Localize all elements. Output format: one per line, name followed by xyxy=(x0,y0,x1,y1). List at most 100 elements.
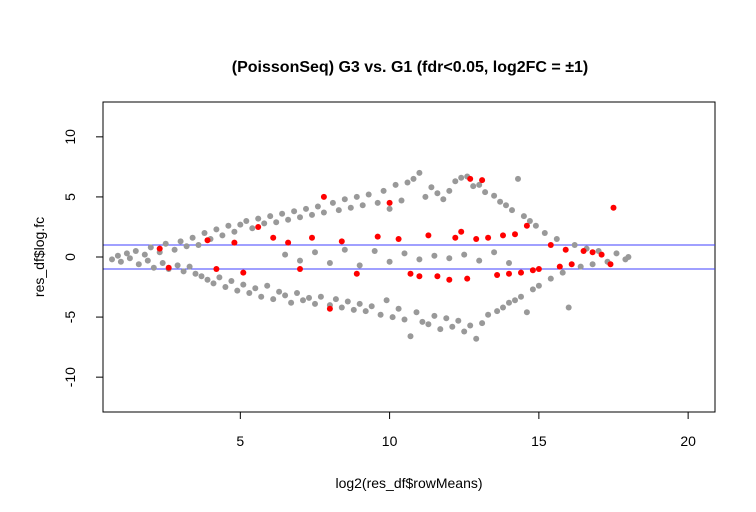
chart-title: (PoissonSeq) G3 vs. G1 (fdr<0.05, log2FC… xyxy=(232,59,588,76)
point-not-significant xyxy=(390,314,396,320)
point-not-significant xyxy=(237,222,243,228)
reference-lines xyxy=(103,245,715,269)
point-not-significant xyxy=(405,180,411,186)
point-not-significant xyxy=(222,284,228,290)
point-not-significant xyxy=(399,198,405,204)
point-significant xyxy=(270,235,276,241)
y-tick-label: -10 xyxy=(62,367,78,387)
point-not-significant xyxy=(566,305,572,311)
point-significant xyxy=(205,237,211,243)
point-significant xyxy=(458,229,464,235)
point-not-significant xyxy=(449,324,455,330)
point-not-significant xyxy=(408,333,414,339)
point-not-significant xyxy=(231,229,237,235)
y-tick-label: -5 xyxy=(62,311,78,324)
point-not-significant xyxy=(282,292,288,298)
point-not-significant xyxy=(234,288,240,294)
point-significant xyxy=(569,261,575,267)
point-significant xyxy=(473,236,479,242)
point-not-significant xyxy=(375,200,381,206)
point-not-significant xyxy=(458,175,464,181)
point-not-significant xyxy=(357,262,363,268)
point-not-significant xyxy=(452,178,458,184)
point-not-significant xyxy=(393,182,399,188)
point-not-significant xyxy=(482,189,488,195)
point-not-significant xyxy=(521,213,527,219)
point-not-significant xyxy=(151,265,157,271)
point-not-significant xyxy=(342,196,348,202)
point-not-significant xyxy=(411,176,417,182)
point-not-significant xyxy=(461,329,467,335)
point-not-significant xyxy=(431,253,437,259)
point-not-significant xyxy=(625,254,631,260)
point-significant xyxy=(494,272,500,278)
point-not-significant xyxy=(431,313,437,319)
point-not-significant xyxy=(252,285,258,291)
point-significant xyxy=(309,235,315,241)
point-not-significant xyxy=(614,250,620,256)
point-not-significant xyxy=(536,283,542,289)
point-not-significant xyxy=(554,236,560,242)
point-not-significant xyxy=(422,194,428,200)
point-not-significant xyxy=(321,210,327,216)
point-not-significant xyxy=(437,326,443,332)
point-not-significant xyxy=(518,294,524,300)
point-not-significant xyxy=(476,258,482,264)
point-not-significant xyxy=(175,262,181,268)
point-significant xyxy=(321,194,327,200)
point-not-significant xyxy=(381,188,387,194)
point-not-significant xyxy=(428,184,434,190)
point-not-significant xyxy=(351,307,357,313)
point-significant xyxy=(434,273,440,279)
point-not-significant xyxy=(264,283,270,289)
x-axis-label: log2(res_df$rowMeans) xyxy=(335,475,482,491)
point-significant xyxy=(581,248,587,254)
point-not-significant xyxy=(279,211,285,217)
point-significant xyxy=(530,267,536,273)
point-not-significant xyxy=(199,273,205,279)
point-not-significant xyxy=(440,196,446,202)
x-axis: 5 10 15 20 xyxy=(236,412,696,449)
point-not-significant xyxy=(202,230,208,236)
point-not-significant xyxy=(258,294,264,300)
point-not-significant xyxy=(184,243,190,249)
point-not-significant xyxy=(303,206,309,212)
point-not-significant xyxy=(330,200,336,206)
point-not-significant xyxy=(178,238,184,244)
point-not-significant xyxy=(491,193,497,199)
y-tick-label: 5 xyxy=(62,193,78,201)
point-not-significant xyxy=(225,223,231,229)
point-significant xyxy=(506,271,512,277)
point-not-significant xyxy=(494,308,500,314)
point-significant xyxy=(590,249,596,255)
point-not-significant xyxy=(384,297,390,303)
point-significant xyxy=(396,236,402,242)
point-not-significant xyxy=(193,271,199,277)
y-tick-label: 10 xyxy=(62,129,78,145)
data-points xyxy=(109,170,631,342)
point-not-significant xyxy=(288,300,294,306)
point-not-significant xyxy=(497,199,503,205)
point-not-significant xyxy=(148,244,154,250)
point-not-significant xyxy=(387,206,393,212)
point-not-significant xyxy=(312,249,318,255)
point-significant xyxy=(157,246,163,252)
point-not-significant xyxy=(181,268,187,274)
point-not-significant xyxy=(219,232,225,238)
point-not-significant xyxy=(109,256,115,262)
point-not-significant xyxy=(228,278,234,284)
point-not-significant xyxy=(366,192,372,198)
point-significant xyxy=(485,235,491,241)
point-significant xyxy=(255,224,261,230)
point-not-significant xyxy=(416,170,422,176)
point-not-significant xyxy=(578,264,584,270)
point-significant xyxy=(213,266,219,272)
point-significant xyxy=(375,234,381,240)
point-not-significant xyxy=(276,289,282,295)
point-significant xyxy=(479,177,485,183)
point-significant xyxy=(548,242,554,248)
point-not-significant xyxy=(473,336,479,342)
point-not-significant xyxy=(267,213,273,219)
point-significant xyxy=(608,261,614,267)
point-not-significant xyxy=(524,309,530,315)
